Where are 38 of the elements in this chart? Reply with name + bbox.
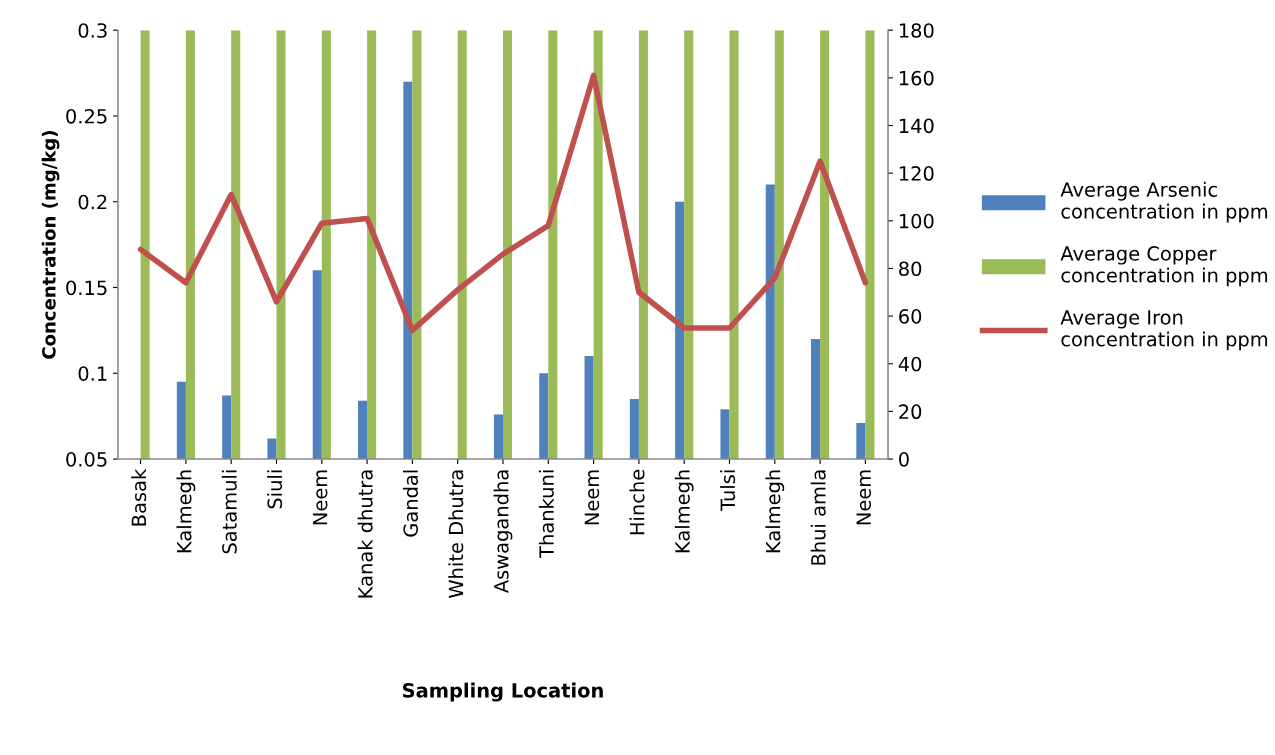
x-tick-label: Neem (856, 470, 872, 525)
x-tick-label: Kalmegh (765, 470, 785, 553)
x-tick-label: Neem (312, 470, 328, 525)
legend-label: Average Copper concentration in ppm (1060, 246, 1268, 287)
y-tick-label: 0.15 (66, 280, 107, 296)
x-tick-label: Satamuli (221, 470, 237, 554)
y2-tick-label: 80 (899, 261, 922, 277)
y-axis-title: Concentration (mg/kg) (41, 131, 60, 359)
x-tick-label: White Dhutra (448, 470, 464, 598)
x-tick-label: Bhui amla (810, 470, 826, 565)
legend-label: Average Iron concentration in ppm (1060, 310, 1268, 351)
y-tick-label: 0.2 (78, 194, 107, 210)
y-tick-label: 0.3 (78, 23, 107, 38)
y-tick-label: 0.05 (66, 452, 107, 467)
legend-label: Average Arsenic concentration in ppm (1060, 181, 1268, 223)
x-tick-label: Neem (584, 470, 600, 525)
y2-tick-label: 140 (899, 118, 934, 134)
x-tick-label: Siuli (267, 470, 283, 509)
x-axis-title: Sampling Location (403, 682, 603, 702)
y2-tick-label: 180 (899, 23, 934, 38)
y-tick-label: 0.25 (66, 108, 107, 124)
y2-tick-label: 100 (899, 213, 934, 229)
y2-tick-label: 0 (899, 452, 909, 467)
y2-tick-label: 120 (899, 166, 934, 181)
x-tick-label: Kanak dhutra (357, 470, 373, 598)
x-tick-label: Gandal (402, 470, 419, 537)
y2-tick-label: 20 (899, 404, 922, 420)
x-tick-label: Kalmegh (674, 470, 694, 553)
x-tick-label: Basak (131, 468, 147, 526)
x-tick-label: Kalmegh (176, 470, 196, 553)
y2-tick-label: 160 (899, 70, 934, 86)
x-tick-label: Thankuni (538, 470, 554, 558)
x-tick-label: Aswagandha (493, 470, 513, 594)
y-tick-label: 0.1 (78, 366, 107, 381)
y2-tick-label: 40 (898, 356, 922, 372)
x-tick-label: Tulsi (720, 470, 736, 512)
y2-tick-label: 60 (899, 309, 922, 324)
x-tick-label: Hinche (629, 469, 645, 535)
